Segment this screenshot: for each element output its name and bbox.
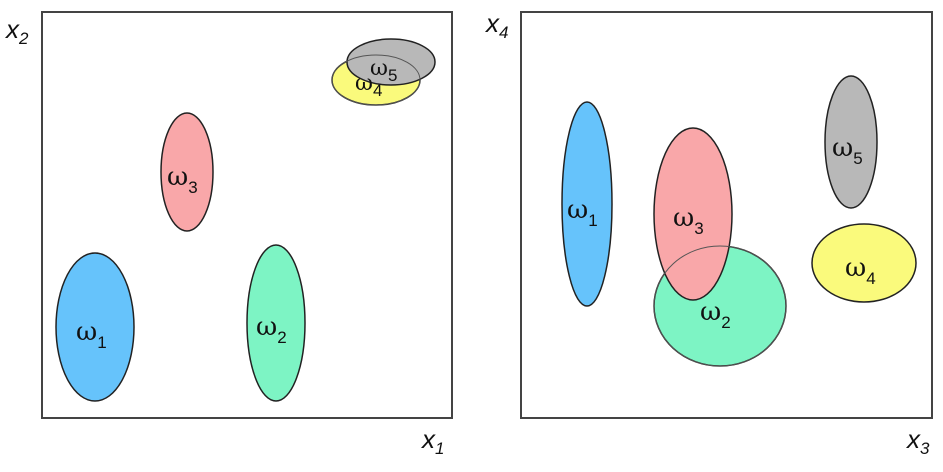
panel-left-frame — [41, 11, 453, 419]
panel-left: x2 x1 ω1 ω2 ω3 ω4 ω5 — [4, 11, 453, 458]
panel-left-cluster-omega5 — [346, 38, 436, 86]
panel-right: x4 x3 ω1 ω3 ω2 ω5 ω4 — [484, 8, 933, 458]
panel-left-x-axis-label: x1 — [420, 424, 444, 458]
panel-right-cluster-omega4-label: ω4 — [845, 253, 876, 288]
panel-right-cluster-omega4 — [811, 223, 917, 303]
panel-left-cluster-omega3 — [160, 112, 214, 232]
panel-right-x-axis-label: x3 — [905, 424, 930, 458]
panel-left-cluster-omega3-label: ω3 — [167, 162, 198, 197]
panel-right-cluster-omega5-label: ω5 — [832, 133, 863, 168]
panel-left-cluster-omega4-outline — [331, 54, 421, 106]
panel-left-cluster-omega2 — [246, 244, 306, 402]
panel-left-y-axis-label: x2 — [4, 14, 29, 48]
panel-left-cluster-omega4-label: ω4 — [355, 71, 382, 100]
panel-right-cluster-omega3-label: ω3 — [673, 203, 704, 238]
panel-right-cluster-omega3 — [653, 127, 733, 301]
panel-right-cluster-omega2-label: ω2 — [700, 297, 731, 332]
panel-right-cluster-omega1 — [561, 101, 613, 307]
panel-right-y-axis-label: x4 — [484, 8, 508, 42]
panel-right-cluster-omega5 — [824, 75, 878, 209]
panel-left-cluster-omega5-label: ω5 — [370, 56, 397, 85]
panel-right-cluster-omega2-outline — [653, 245, 787, 367]
panel-left-cluster-omega1 — [55, 252, 135, 402]
panel-left-cluster-omega2-label: ω2 — [256, 312, 287, 347]
panel-right-frame — [520, 11, 933, 419]
panel-right-cluster-omega1-label: ω1 — [567, 195, 598, 230]
panel-left-cluster-omega1-label: ω1 — [76, 317, 107, 352]
